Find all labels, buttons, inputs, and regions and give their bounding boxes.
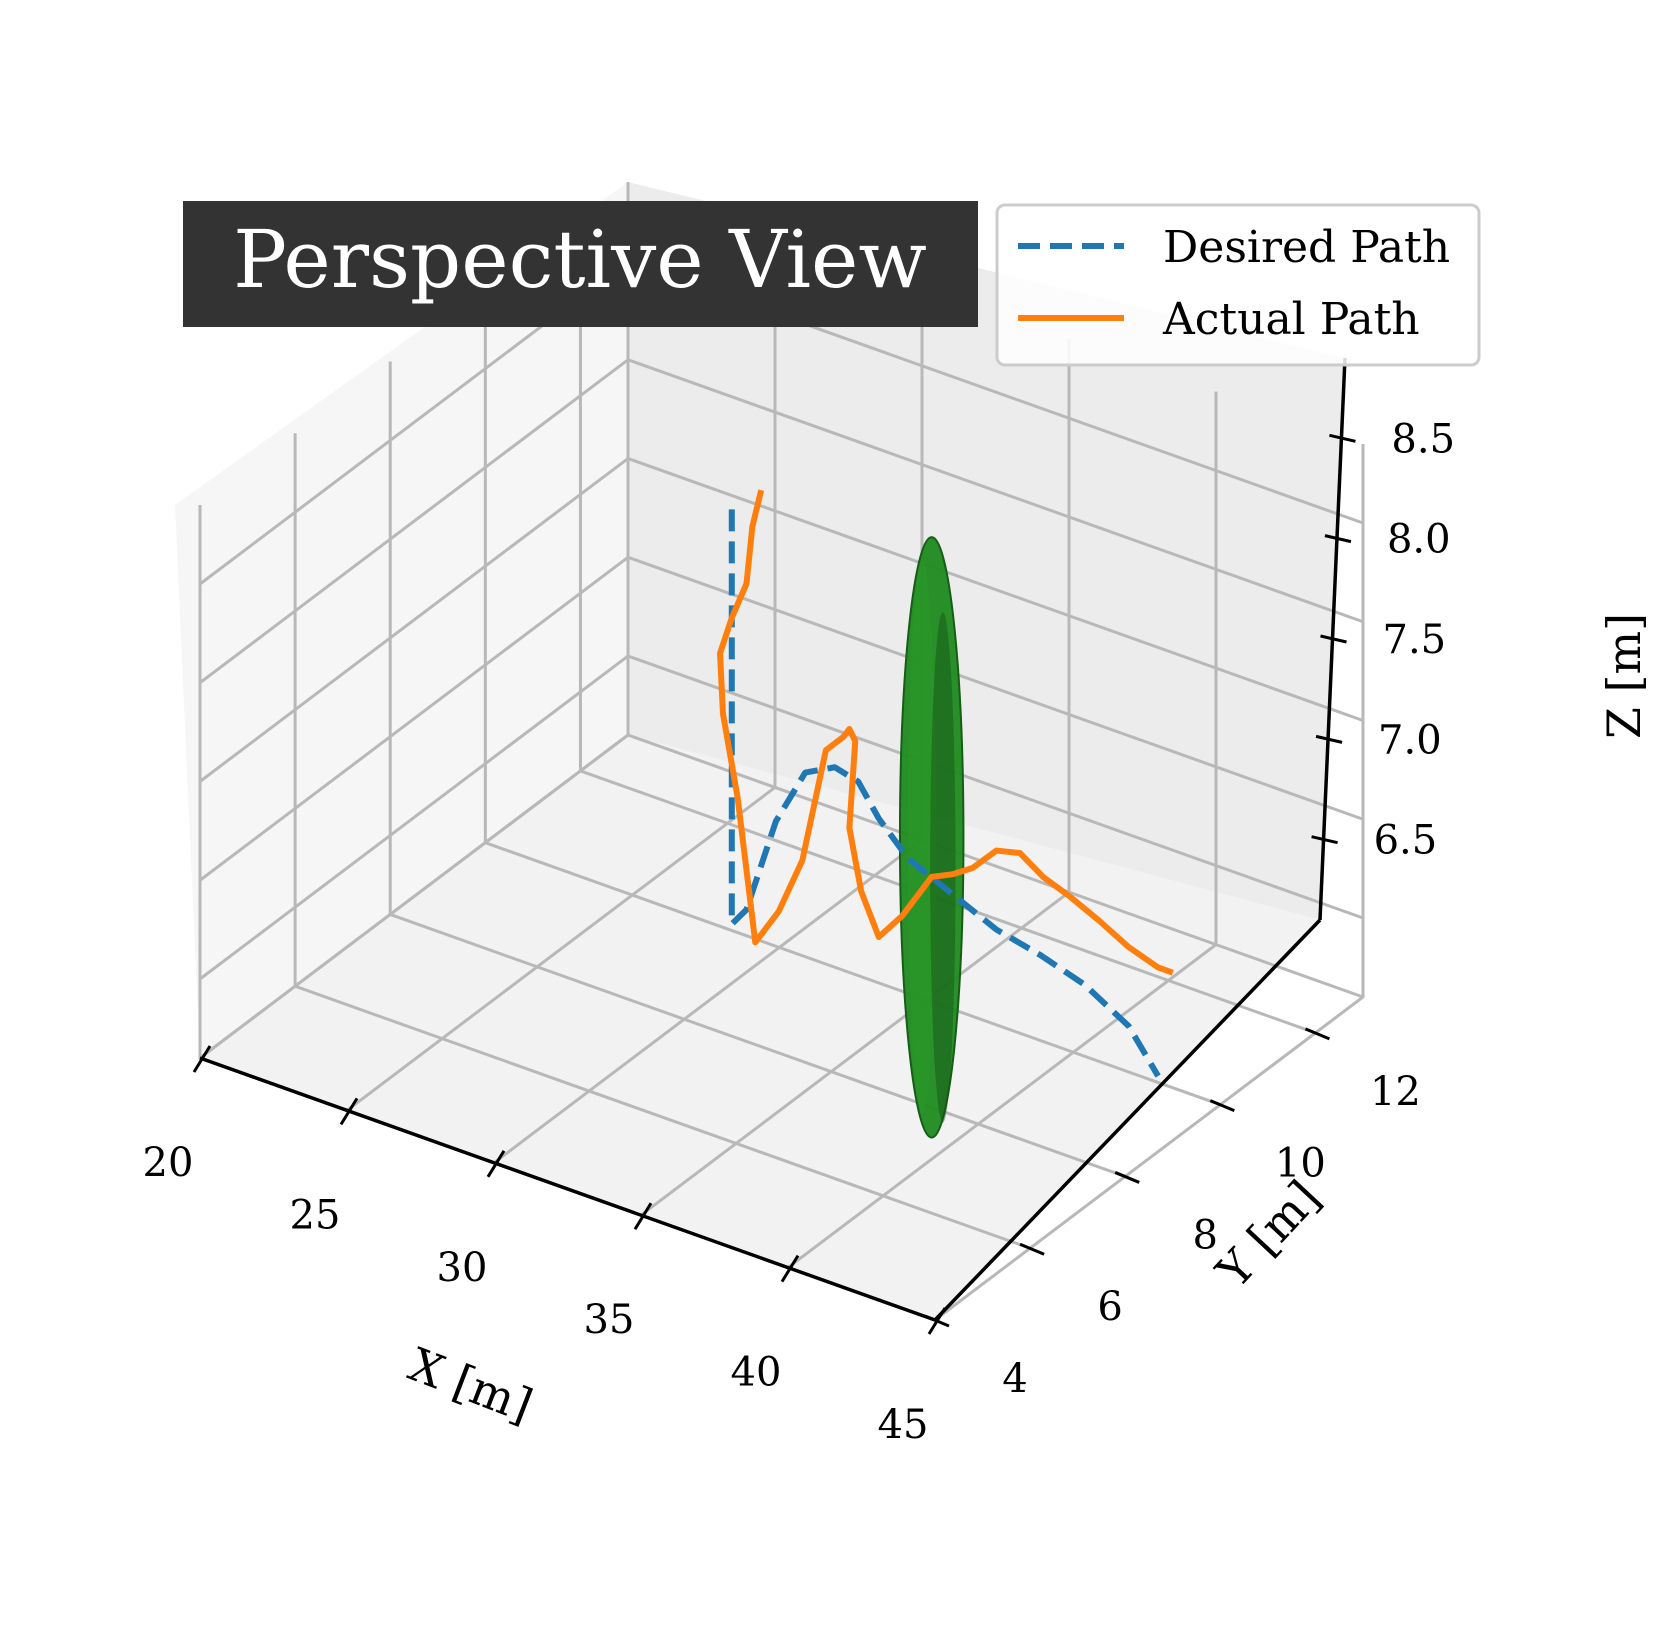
y-tick-label-4: 4 [1002,1356,1027,1402]
x-tick-label-30: 30 [437,1245,488,1291]
y-tick-6 [1019,1242,1045,1256]
ticks: 20 25 30 35 40 45 4 6 8 10 12 6.5 7.0 7.5 8.0 8.5 [143,416,1456,1448]
y-tick-label-6: 6 [1097,1284,1122,1330]
series-layer [717,489,1174,1139]
y-tick-label-10: 10 [1275,1141,1326,1187]
obstacle-ellipsoid [898,536,965,1139]
legend-label-actual-path: Actual Path [1162,294,1420,345]
left-pane [175,182,628,1058]
legend: Desired Path Actual Path [995,203,1481,367]
series-actual-path [717,489,1174,976]
y-tick-10 [1209,1099,1235,1113]
y-tick-12 [1304,1027,1331,1041]
z-tick-label-6.5: 6.5 [1374,818,1438,864]
y-tick-label-12: 12 [1370,1069,1421,1115]
x-axis-line [199,1056,936,1322]
x-tick-label-45: 45 [878,1402,929,1448]
x-tick-20 [192,1045,212,1073]
y-axis-label: Y [m] [1205,1170,1330,1299]
x-tick-label-25: 25 [290,1192,341,1238]
y-tick-label-8: 8 [1192,1212,1217,1258]
y-tick-4 [924,1314,950,1328]
z-tick-7.0 [1315,734,1343,744]
z-tick-label-7.5: 7.5 [1383,617,1447,663]
x-axis-label: X [m] [402,1337,540,1433]
y-axis-line [933,918,1322,1322]
title-box: Perspective View [183,201,978,327]
x-tick-35 [633,1202,653,1230]
z-tick-6.5 [1311,835,1338,845]
z-tick-label-7.0: 7.0 [1378,717,1442,763]
title-background [183,201,978,327]
obstacle-shade [930,612,956,1123]
obstacle-highlight [907,561,937,1114]
z-tick-label-8.5: 8.5 [1391,416,1455,462]
legend-label-desired-path: Desired Path [1163,222,1450,273]
x-tick-40 [780,1254,800,1283]
x-tick-label-35: 35 [584,1297,635,1343]
x-tick-30 [486,1150,506,1178]
chart-title: Perspective View [233,213,927,306]
x-tick-25 [339,1097,359,1126]
x-tick-label-20: 20 [143,1140,194,1186]
z-tick-7.5 [1320,634,1347,644]
series-desired-path [728,509,1161,1078]
z-axis-label: Z [m] [1597,613,1651,739]
z-tick-label-8.0: 8.0 [1387,517,1451,563]
z-tick-8.0 [1324,534,1352,544]
y-tick-8 [1114,1171,1140,1184]
x-tick-label-40: 40 [731,1350,782,1396]
z-tick-8.5 [1329,433,1356,443]
